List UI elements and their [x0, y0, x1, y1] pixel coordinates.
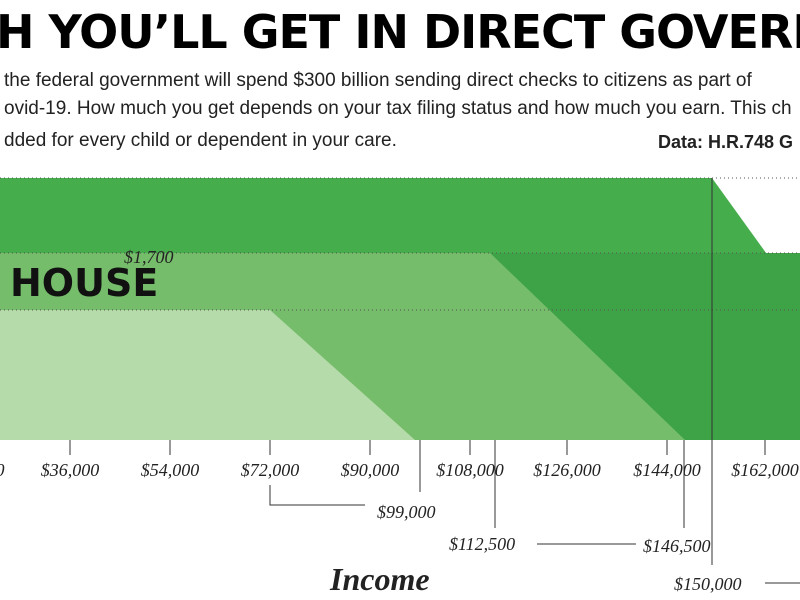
- x-tick-label: $162,000: [731, 460, 799, 480]
- x-tick-label: $108,000: [436, 460, 504, 480]
- paragraph-line: dded for every child or dependent in you…: [4, 130, 397, 151]
- band-dark-lower: [490, 253, 800, 440]
- paragraph-line: ovid-19. How much you get depends on you…: [4, 98, 792, 119]
- x-tick-label: 0: [0, 460, 5, 480]
- annotation: $150,000: [674, 574, 742, 594]
- x-axis: 0 $36,000 $54,000 $72,000 $90,000 $108,000 $12…: [0, 440, 799, 480]
- x-tick-label: $36,000: [41, 460, 100, 480]
- source: Data: H.R.748 G: [658, 132, 793, 152]
- title: H YOU’LL GET IN DIRECT GOVERNMENT PA: [0, 5, 800, 59]
- x-axis-label: Income: [329, 561, 430, 597]
- annotation: $112,500: [449, 534, 515, 554]
- annotation: $99,000: [377, 502, 436, 522]
- leader-line: [269, 485, 365, 506]
- x-tick-label: $72,000: [241, 460, 300, 480]
- band-light: [0, 310, 415, 440]
- paragraph-line: the federal government will spend $300 b…: [4, 70, 752, 91]
- x-tick-label: $144,000: [633, 460, 701, 480]
- annotation: $146,500: [643, 536, 711, 556]
- x-tick-label: $126,000: [533, 460, 601, 480]
- band-label: HOUSE: [10, 261, 158, 305]
- x-tick-label: $54,000: [141, 460, 200, 480]
- band-value-label: $1,700: [124, 247, 174, 267]
- x-tick-label: $90,000: [341, 460, 400, 480]
